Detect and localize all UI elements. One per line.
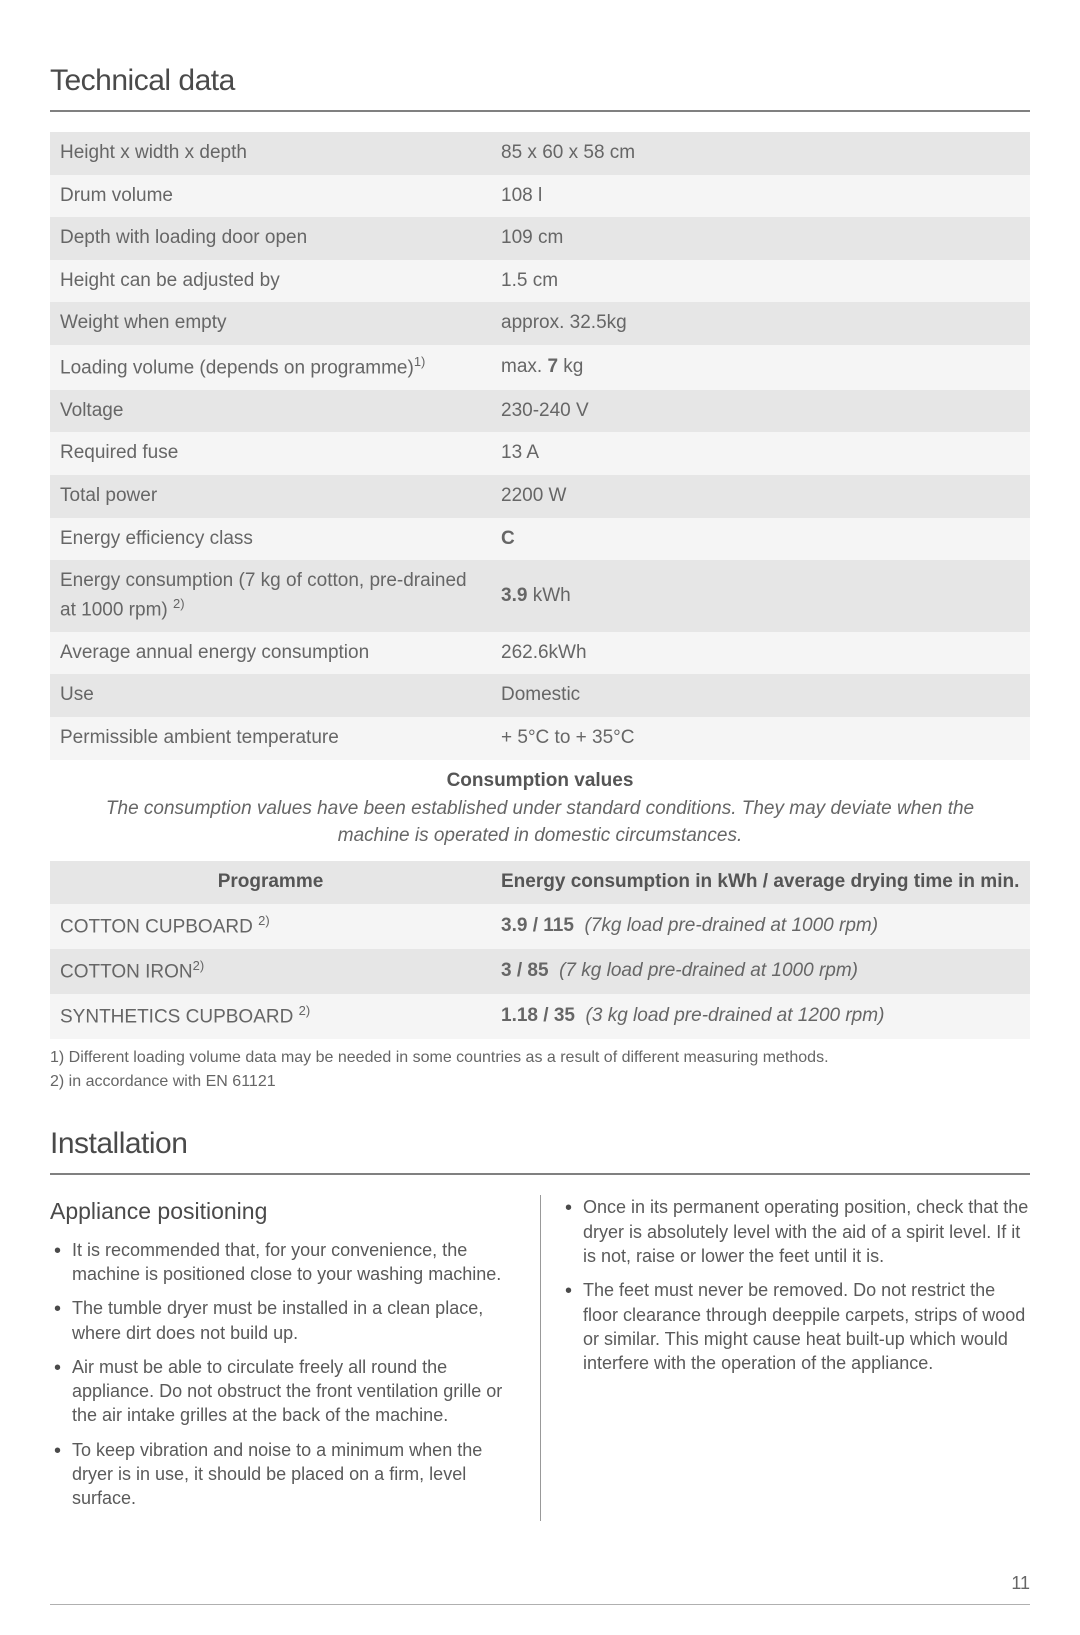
spec-label: Voltage: [50, 390, 491, 433]
programme-table: Programme Energy consumption in kWh / av…: [50, 861, 1030, 1038]
spec-row: Energy consumption (7 kg of cotton, pre-…: [50, 560, 1030, 632]
appliance-positioning-heading: Appliance positioning: [50, 1195, 520, 1227]
spec-row: Required fuse13 A: [50, 432, 1030, 475]
spec-label: Total power: [50, 475, 491, 518]
spec-value: 3.9 kWh: [491, 560, 1030, 632]
spec-value: 262.6kWh: [491, 632, 1030, 675]
spec-value: approx. 32.5kg: [491, 302, 1030, 345]
programme-value: 1.18 / 35 (3 kg load pre-drained at 1200…: [491, 994, 1030, 1039]
spec-value: 1.5 cm: [491, 260, 1030, 303]
list-item: It is recommended that, for your conveni…: [50, 1238, 520, 1287]
programme-row: SYNTHETICS CUPBOARD 2)1.18 / 35 (3 kg lo…: [50, 994, 1030, 1039]
list-item: Once in its permanent operating position…: [561, 1195, 1030, 1268]
section-divider: [50, 1173, 1030, 1175]
left-column: Appliance positioning It is recommended …: [50, 1195, 540, 1520]
spec-label: Height can be adjusted by: [50, 260, 491, 303]
consumption-description: The consumption values have been establi…: [50, 796, 1030, 849]
spec-row: UseDomestic: [50, 674, 1030, 717]
spec-value: 230-240 V: [491, 390, 1030, 433]
spec-value: + 5°C to + 35°C: [491, 717, 1030, 760]
spec-label: Required fuse: [50, 432, 491, 475]
footnotes: 1) Different loading volume data may be …: [50, 1047, 1030, 1094]
spec-row: Total power2200 W: [50, 475, 1030, 518]
programme-name: COTTON CUPBOARD 2): [50, 904, 491, 949]
specs-table: Height x width x depth85 x 60 x 58 cmDru…: [50, 132, 1030, 760]
bottom-divider: [50, 1604, 1030, 1605]
spec-row: Weight when emptyapprox. 32.5kg: [50, 302, 1030, 345]
spec-label: Use: [50, 674, 491, 717]
programme-row: COTTON IRON2)3 / 85 (7 kg load pre-drain…: [50, 949, 1030, 994]
spec-row: Depth with loading door open109 cm: [50, 217, 1030, 260]
list-item: Air must be able to circulate freely all…: [50, 1355, 520, 1428]
spec-label: Depth with loading door open: [50, 217, 491, 260]
programme-name: COTTON IRON2): [50, 949, 491, 994]
list-item: The feet must never be removed. Do not r…: [561, 1278, 1030, 1375]
installation-columns: Appliance positioning It is recommended …: [50, 1195, 1030, 1520]
spec-value: 13 A: [491, 432, 1030, 475]
footnote-2: 2) in accordance with EN 61121: [50, 1071, 1030, 1093]
spec-row: Average annual energy consumption262.6kW…: [50, 632, 1030, 675]
spec-label: Average annual energy consumption: [50, 632, 491, 675]
spec-value: 85 x 60 x 58 cm: [491, 132, 1030, 175]
right-column: Once in its permanent operating position…: [540, 1195, 1030, 1520]
spec-label: Energy efficiency class: [50, 518, 491, 561]
spec-label: Permissible ambient temperature: [50, 717, 491, 760]
spec-label: Energy consumption (7 kg of cotton, pre-…: [50, 560, 491, 632]
list-item: To keep vibration and noise to a minimum…: [50, 1438, 520, 1511]
programme-name: SYNTHETICS CUPBOARD 2): [50, 994, 491, 1039]
spec-value: C: [491, 518, 1030, 561]
section-title-technical-data: Technical data: [50, 60, 1030, 102]
consumption-heading: Consumption values: [50, 768, 1030, 795]
spec-row: Height can be adjusted by1.5 cm: [50, 260, 1030, 303]
spec-label: Drum volume: [50, 175, 491, 218]
spec-row: Loading volume (depends on programme)1)m…: [50, 345, 1030, 390]
list-item: The tumble dryer must be installed in a …: [50, 1296, 520, 1345]
spec-value: Domestic: [491, 674, 1030, 717]
spec-row: Voltage230-240 V: [50, 390, 1030, 433]
right-bullet-list: Once in its permanent operating position…: [561, 1195, 1030, 1375]
programme-row: COTTON CUPBOARD 2)3.9 / 115 (7kg load pr…: [50, 904, 1030, 949]
programme-value: 3.9 / 115 (7kg load pre-drained at 1000 …: [491, 904, 1030, 949]
spec-label: Loading volume (depends on programme)1): [50, 345, 491, 390]
section-divider: [50, 110, 1030, 112]
spec-row: Permissible ambient temperature+ 5°C to …: [50, 717, 1030, 760]
programme-value: 3 / 85 (7 kg load pre-drained at 1000 rp…: [491, 949, 1030, 994]
programme-header-name: Programme: [50, 861, 491, 904]
spec-value: 109 cm: [491, 217, 1030, 260]
footnote-1: 1) Different loading volume data may be …: [50, 1047, 1030, 1069]
spec-value: 2200 W: [491, 475, 1030, 518]
left-bullet-list: It is recommended that, for your conveni…: [50, 1238, 520, 1511]
spec-row: Height x width x depth85 x 60 x 58 cm: [50, 132, 1030, 175]
spec-value: max. 7 kg: [491, 345, 1030, 390]
spec-value: 108 l: [491, 175, 1030, 218]
page-number: 11: [50, 1571, 1030, 1596]
spec-label: Weight when empty: [50, 302, 491, 345]
spec-label: Height x width x depth: [50, 132, 491, 175]
programme-header-value: Energy consumption in kWh / average dryi…: [491, 861, 1030, 904]
section-title-installation: Installation: [50, 1123, 1030, 1165]
spec-row: Drum volume108 l: [50, 175, 1030, 218]
spec-row: Energy efficiency classC: [50, 518, 1030, 561]
